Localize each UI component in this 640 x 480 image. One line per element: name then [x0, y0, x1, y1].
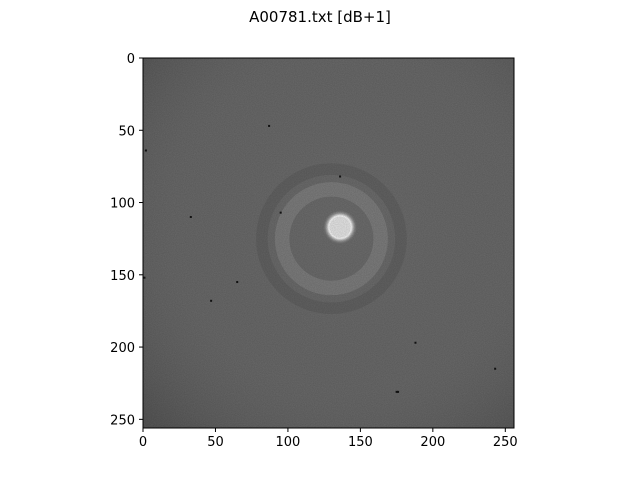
x-tick-label: 100	[276, 435, 301, 450]
chart-title: A00781.txt [dB+1]	[249, 8, 391, 26]
dark-pixel	[144, 149, 147, 152]
plot-area	[142, 57, 515, 429]
dark-pixel	[210, 299, 213, 302]
x-tick-label: 250	[493, 435, 518, 450]
dark-pixel	[395, 390, 398, 393]
x-tick-label: 50	[207, 435, 224, 450]
y-axis: 0 50 100 150 200 250	[110, 52, 143, 428]
x-tick-label: 200	[420, 435, 445, 450]
x-axis: 0 50 100 150 200 250	[139, 428, 518, 450]
dark-pixel	[268, 124, 271, 127]
detector-noise	[143, 58, 514, 428]
y-tick-label: 0	[127, 52, 135, 67]
dark-pixel	[279, 211, 282, 214]
axes-frame	[142, 57, 515, 429]
dark-pixel	[236, 281, 239, 284]
y-tick-label: 100	[110, 197, 135, 212]
x-tick-label: 150	[348, 435, 373, 450]
dark-pixel	[414, 341, 417, 344]
dark-pixel	[339, 175, 342, 178]
x-tick-label: 0	[139, 435, 147, 450]
dark-pixel	[189, 215, 192, 218]
dark-pixel	[143, 276, 146, 279]
y-tick-label: 150	[110, 269, 135, 284]
dark-pixel	[494, 367, 497, 370]
y-tick-label: 250	[110, 413, 135, 428]
dark-pixel	[397, 390, 400, 393]
y-tick-label: 200	[110, 341, 135, 356]
y-tick-label: 50	[118, 124, 135, 139]
